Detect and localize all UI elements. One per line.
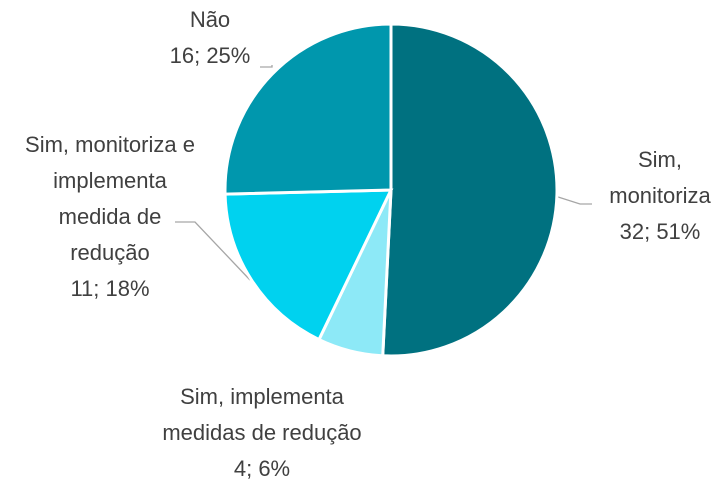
slice-label: Sim, implementa medidas de redução 4; 6% xyxy=(137,379,387,481)
category-label: Sim, monitoriza xyxy=(609,147,711,208)
category-label: Sim, monitoriza e implementa medida de r… xyxy=(25,132,195,265)
leader-line xyxy=(554,195,592,205)
pie-slice xyxy=(223,22,393,196)
slice-label: Sim, monitoriza 32; 51% xyxy=(590,142,728,250)
leader-lines xyxy=(175,65,592,281)
value-label: 11; 18% xyxy=(70,276,150,301)
category-label: Sim, implementa medidas de redução xyxy=(162,384,362,445)
value-label: 32; 51% xyxy=(619,219,701,244)
leader-line xyxy=(175,221,251,281)
slice-label: Não 16; 25% xyxy=(150,2,270,74)
value-label: 16; 25% xyxy=(169,43,251,68)
category-label: Não xyxy=(189,7,231,32)
slice-label: Sim, monitoriza e implementa medida de r… xyxy=(22,127,198,307)
pie-slice xyxy=(223,188,394,342)
pie-slice xyxy=(381,22,559,358)
value-label: 4; 6% xyxy=(233,456,291,481)
leader-line xyxy=(260,65,273,68)
